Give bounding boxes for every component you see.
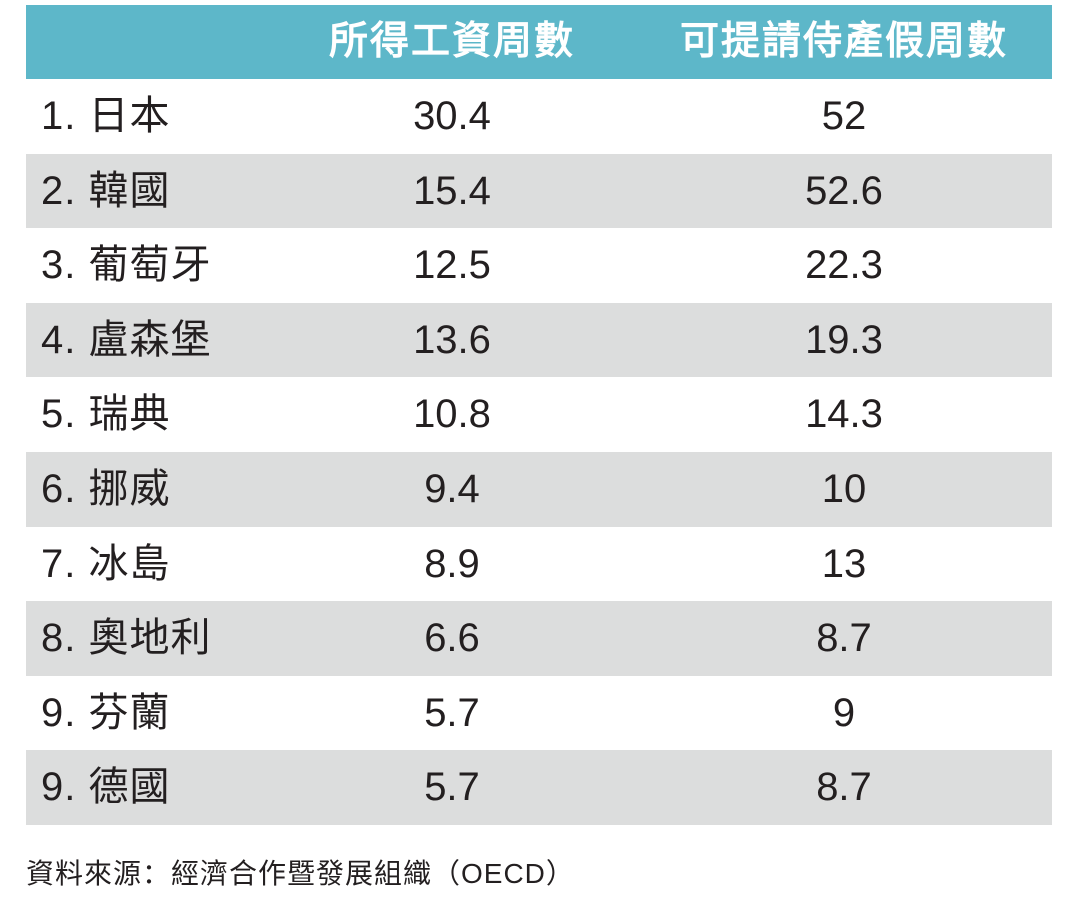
table-row: 4. 盧森堡 13.6 19.3 [26, 302, 1052, 378]
paid-weeks-cell: 6.6 [424, 616, 480, 661]
table-row: 2. 韓國 15.4 52.6 [26, 153, 1052, 229]
country-cell: 1. 日本 [41, 94, 171, 138]
country-cell: 9. 芬蘭 [41, 690, 171, 735]
table-row: 7. 冰島 8.9 13 [26, 527, 1052, 602]
paternity-leave-table: 所得工資周數 可提請侍產假周數 1. 日本 30.4 52 2. 韓國 15.4… [26, 5, 1052, 825]
paid-weeks-cell: 13.6 [413, 317, 491, 362]
leave-weeks-cell: 14.3 [805, 392, 883, 437]
leave-weeks-cell: 10 [821, 466, 867, 511]
paid-weeks-cell: 5.7 [424, 690, 480, 735]
paid-weeks-cell: 15.4 [413, 168, 491, 213]
leave-weeks-cell: 19.3 [805, 317, 883, 362]
leave-weeks-cell: 8.7 [816, 616, 872, 661]
country-cell: 3. 葡萄牙 [41, 243, 212, 288]
country-cell: 6. 挪威 [41, 466, 171, 511]
header-paid-weeks: 所得工資周數 [328, 20, 575, 63]
table-row: 6. 挪威 9.4 10 [26, 451, 1052, 527]
leave-weeks-cell: 52 [821, 94, 867, 138]
paid-weeks-cell: 9.4 [424, 466, 480, 511]
country-cell: 7. 冰島 [41, 541, 171, 586]
country-cell: 8. 奧地利 [41, 616, 212, 661]
paid-weeks-cell: 10.8 [413, 392, 491, 437]
table-row: 5. 瑞典 10.8 14.3 [26, 377, 1052, 452]
leave-weeks-cell: 22.3 [805, 243, 883, 288]
table-header: 所得工資周數 可提請侍產假周數 [26, 5, 1052, 79]
table-row: 9. 德國 5.7 8.7 [26, 750, 1052, 825]
table-row: 3. 葡萄牙 12.5 22.3 [26, 228, 1052, 303]
country-cell: 5. 瑞典 [41, 392, 171, 437]
table-row: 9. 芬蘭 5.7 9 [26, 676, 1052, 751]
paid-weeks-cell: 5.7 [424, 765, 480, 810]
paid-weeks-cell: 8.9 [424, 541, 480, 586]
paid-weeks-cell: 30.4 [413, 94, 491, 138]
country-cell: 2. 韓國 [41, 168, 171, 213]
country-cell: 4. 盧森堡 [41, 317, 212, 362]
leave-weeks-cell: 52.6 [805, 168, 883, 213]
country-cell: 9. 德國 [41, 765, 171, 810]
leave-weeks-cell: 8.7 [816, 765, 872, 810]
paid-weeks-cell: 12.5 [413, 243, 491, 288]
leave-weeks-cell: 9 [832, 690, 856, 735]
table-row: 8. 奧地利 6.6 8.7 [26, 601, 1052, 676]
source-note: 資料來源：經濟合作暨發展組織（OECD） [26, 858, 575, 889]
header-country [26, 5, 286, 79]
table-row: 1. 日本 30.4 52 [26, 79, 1052, 154]
leave-weeks-cell: 13 [821, 541, 867, 586]
header-leave-weeks: 可提請侍產假周數 [679, 20, 1008, 63]
